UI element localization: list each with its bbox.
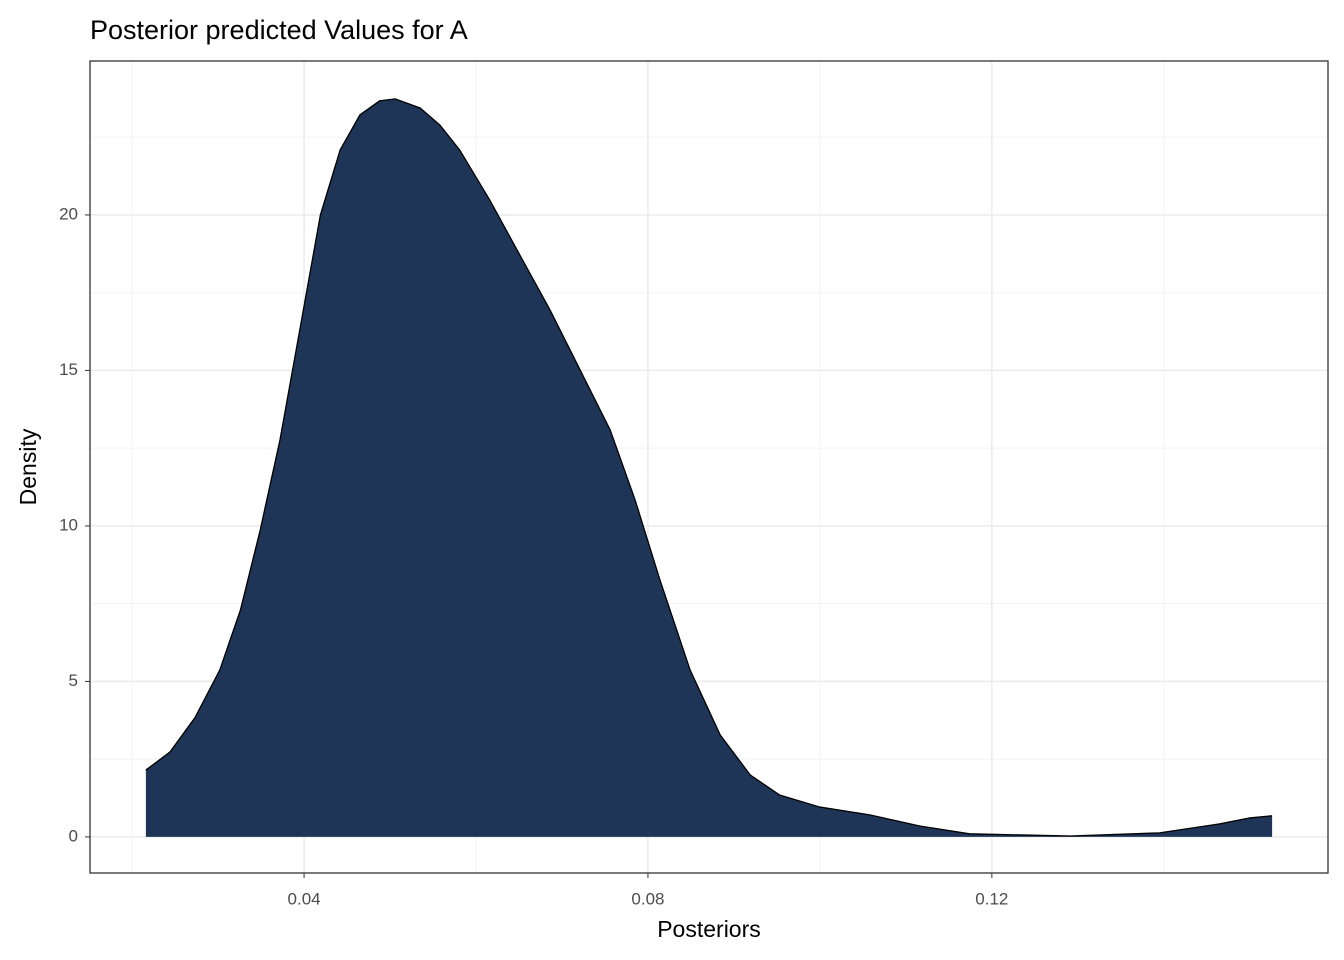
x-tick-label: 0.08 <box>631 889 664 908</box>
density-area <box>145 98 1273 837</box>
y-tick-label: 10 <box>59 515 78 534</box>
y-tick-label: 20 <box>59 204 78 223</box>
x-axis-title: Posteriors <box>657 916 761 942</box>
density-outline <box>145 98 1273 837</box>
x-tick-label: 0.04 <box>288 889 321 908</box>
y-tick-label: 0 <box>69 826 78 845</box>
y-axis-title: Density <box>15 428 41 505</box>
y-tick-label: 15 <box>59 360 78 379</box>
y-tick-label: 5 <box>69 671 78 690</box>
chart-title: Posterior predicted Values for A <box>90 15 468 45</box>
panel-border <box>89 60 1329 874</box>
x-tick-label: 0.12 <box>975 889 1008 908</box>
